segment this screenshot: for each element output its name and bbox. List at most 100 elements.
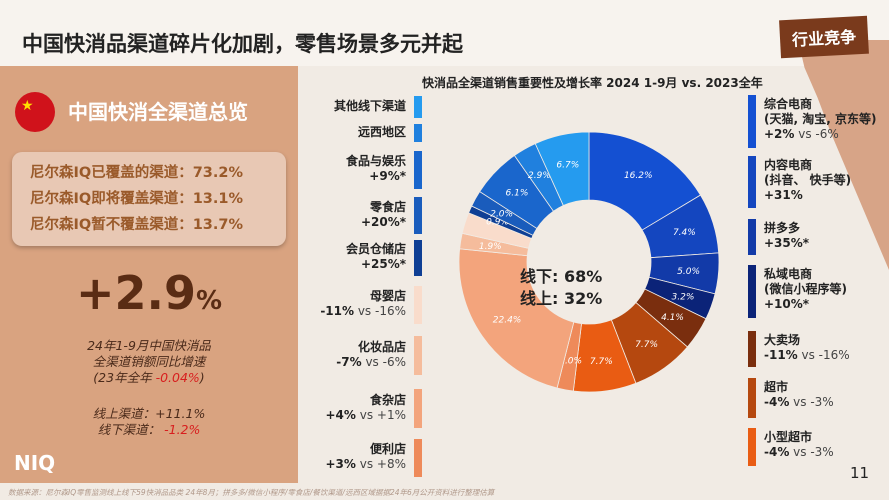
coverage-line: 尼尔森IQ暂不覆盖渠道：13.7% <box>30 217 244 233</box>
channel-name: 小型超市 <box>764 430 813 444</box>
growth-unit: % <box>195 286 223 316</box>
channel-growth: +25%* <box>346 257 406 272</box>
legend-swatch <box>414 286 422 324</box>
footer-source: 数据来源：尼尔森IQ零售监测线上线下59快消品品类 24年8月；拼多多/微信小程… <box>8 488 495 497</box>
channel-name: 内容电商 <box>764 158 813 172</box>
channel-name: 零食店 <box>369 199 406 214</box>
china-flag-icon: ★ <box>15 92 55 132</box>
legend-swatch <box>414 197 422 234</box>
online-growth: 线上渠道：+11.1% <box>0 406 298 422</box>
channel-growth: +31% <box>764 188 851 203</box>
offline-growth: 线下渠道： -1.2% <box>0 422 298 438</box>
legend-swatch <box>748 428 756 466</box>
legend-label-right: 大卖场 -11% vs -16% <box>764 333 850 363</box>
growth: +20%* <box>360 214 406 229</box>
legend-swatch <box>748 265 756 318</box>
desc-line: (23年全年 -0.04%) <box>0 370 298 386</box>
channel-growth: 线上渠道：+11.1% 线下渠道： -1.2% <box>0 406 298 438</box>
growth: -11% <box>764 348 798 362</box>
channel-name: 私域电商 <box>764 267 813 281</box>
channel-name: 远西地区 <box>357 125 406 139</box>
growth-vs: vs -16% <box>797 348 850 362</box>
channel-name: 食品与娱乐 <box>345 154 406 168</box>
online-share: 线上: 32% <box>520 289 603 308</box>
donut-segment-其他线下渠道 <box>534 131 590 207</box>
overview-heading: 中国快消全渠道总览 <box>68 100 248 124</box>
legend-label-left: 便利店 +3% vs +8% <box>325 442 406 472</box>
legend-label-left: 化妆品店 -7% vs -6% <box>336 340 406 370</box>
growth-vs: vs -6% <box>794 127 839 141</box>
channel-growth: -4% vs -3% <box>764 445 834 460</box>
growth-vs: vs -3% <box>789 395 834 409</box>
donut-segment-食杂店 <box>458 248 575 389</box>
growth: +9%* <box>369 169 406 183</box>
channel-sub: (抖音、 快手等) <box>764 173 852 187</box>
growth: +25%* <box>360 257 406 271</box>
legend-label-right: 综合电商 (天猫, 淘宝, 京东等) +2% vs -6% <box>764 97 876 142</box>
page-title: 中国快消品渠道碎片化加剧，零售场景多元并起 <box>22 32 463 56</box>
growth: -4% <box>764 395 790 409</box>
growth-vs: vs -16% <box>354 304 406 318</box>
growth-number: +2.9 <box>75 266 196 320</box>
segment-label: 2.0% <box>559 356 582 366</box>
channel-name: 便利店 <box>369 442 406 456</box>
segment-label: 4.1% <box>661 313 684 323</box>
channel-growth: -11% vs -16% <box>320 304 406 319</box>
legend-label-right: 拼多多 +35%* <box>764 221 809 251</box>
channel-growth: +4% vs +1% <box>325 408 406 423</box>
coverage-line: 尼尔森IQ即将覆盖渠道：13.1% <box>30 191 244 207</box>
growth-vs: vs -3% <box>789 445 834 459</box>
growth: -4% <box>764 445 790 459</box>
growth-description: 24年1-9月中国快消品 全渠道销额同比增速 (23年全年 -0.04%) <box>0 338 298 386</box>
segment-label: 7.4% <box>673 228 696 238</box>
growth-value: +2.9% <box>0 266 298 320</box>
segment-label: 7.7% <box>590 357 613 367</box>
channel-growth: +9%* <box>346 169 406 184</box>
channel-growth: +3% vs +8% <box>325 457 406 472</box>
legend-label-right: 私域电商 (微信小程序等) +10%* <box>764 267 847 312</box>
growth: +10%* <box>764 297 810 311</box>
legend-swatch <box>414 96 422 118</box>
desc-line: 全渠道销额同比增速 <box>92 354 206 369</box>
legend-swatch <box>414 389 422 428</box>
segment-label: 2.0% <box>490 209 513 219</box>
channel-name: 其他线下渠道 <box>333 99 406 113</box>
legend-label-left: 远西地区 <box>358 125 406 140</box>
coverage-box: 尼尔森IQ已覆盖的渠道：73.2% 尼尔森IQ即将覆盖渠道：13.1% 尼尔森I… <box>12 152 286 246</box>
legend-swatch <box>748 219 756 255</box>
offline-value: -1.2% <box>164 422 201 437</box>
legend-label-left: 食品与娱乐 +9%* <box>346 154 406 184</box>
desc-prefix: (23年全年 <box>93 370 156 385</box>
channel-growth: -7% vs -6% <box>336 355 406 370</box>
legend-swatch <box>414 151 422 189</box>
growth: +31% <box>764 188 803 202</box>
legend-label-right: 超市 -4% vs -3% <box>764 380 834 410</box>
legend-swatch <box>414 439 422 477</box>
growth-vs: vs +8% <box>355 457 406 471</box>
channel-name: 超市 <box>764 380 789 394</box>
channel-sub: (天猫, 淘宝, 京东等) <box>764 112 877 126</box>
segment-label: 7.7% <box>635 340 658 350</box>
segment-label: 6.7% <box>556 160 579 170</box>
desc-suffix: ) <box>199 370 205 385</box>
overview-panel: ★ 中国快消全渠道总览 尼尔森IQ已覆盖的渠道：73.2% 尼尔森IQ即将覆盖渠… <box>0 66 298 483</box>
legend-label-left: 母婴店 -11% vs -16% <box>320 289 406 319</box>
channel-sub: (微信小程序等) <box>764 282 847 296</box>
channel-name: 母婴店 <box>369 289 406 303</box>
page-number: 11 <box>850 464 870 482</box>
growth-vs: vs +1% <box>355 407 406 422</box>
segment-label: 3.2% <box>672 292 695 302</box>
channel-name: 化妆品店 <box>357 339 406 354</box>
growth: +2% <box>764 127 795 141</box>
legend-label-left: 食杂店 +4% vs +1% <box>325 393 406 423</box>
channel-name: 会员仓储店 <box>345 242 406 256</box>
legend-swatch <box>748 378 756 418</box>
online-value: +11.1% <box>155 406 206 421</box>
donut-segment-综合电商 <box>588 131 702 231</box>
channel-name: 食杂店 <box>369 392 406 407</box>
channel-growth: -4% vs -3% <box>764 395 834 410</box>
segment-label: 2.9% <box>528 171 551 181</box>
growth: +4% <box>325 407 356 422</box>
segment-label: 6.1% <box>506 189 529 199</box>
channel-growth: +35%* <box>764 236 809 251</box>
